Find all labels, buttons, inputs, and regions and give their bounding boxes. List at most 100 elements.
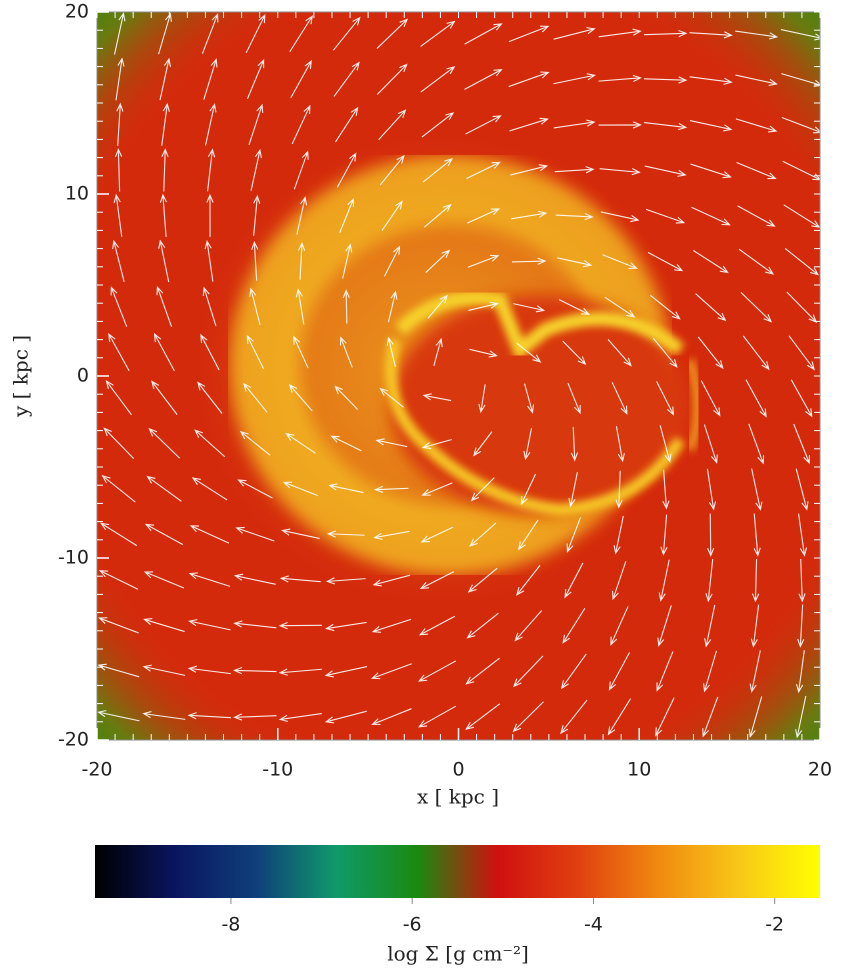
- velocity-arrow: [469, 522, 497, 547]
- velocity-arrow: [706, 468, 717, 511]
- velocity-arrow: [281, 528, 320, 539]
- velocity-arrow: [613, 515, 624, 555]
- velocity-arrow: [153, 332, 175, 372]
- velocity-arrow: [285, 432, 316, 454]
- velocity-arrow: [690, 163, 732, 179]
- velocity-arrow: [110, 286, 128, 327]
- velocity-arrow: [334, 106, 359, 143]
- velocity-arrow: [643, 76, 688, 84]
- velocity-arrow: [156, 285, 173, 327]
- velocity-arrow: [379, 387, 404, 408]
- velocity-arrow: [781, 116, 820, 134]
- velocity-arrow: [146, 475, 182, 502]
- velocity-arrow: [598, 121, 642, 129]
- velocity-arrow: [465, 115, 502, 135]
- velocity-arrow: [376, 18, 409, 49]
- velocity-arrow: [296, 196, 308, 235]
- velocity-arrow: [433, 337, 443, 366]
- velocity-arrow: [204, 240, 214, 282]
- velocity-arrow: [523, 383, 535, 414]
- velocity-arrow: [113, 12, 126, 55]
- velocity-arrow: [656, 381, 675, 416]
- velocity-arrow: [602, 254, 638, 269]
- velocity-arrow: [325, 577, 366, 585]
- velocity-arrow: [658, 559, 670, 602]
- velocity-arrow: [795, 695, 807, 739]
- velocity-arrow: [570, 426, 579, 462]
- velocity-arrow: [206, 193, 214, 237]
- velocity-arrow: [188, 619, 231, 631]
- density-image: [97, 12, 820, 740]
- velocity-arrow: [468, 301, 499, 311]
- velocity-arrow: [98, 617, 139, 634]
- velocity-arrow: [334, 385, 359, 410]
- velocity-arrow: [201, 13, 219, 54]
- velocity-arrow: [508, 71, 550, 88]
- velocity-arrow: [422, 158, 454, 183]
- velocity-arrow: [161, 148, 169, 192]
- velocity-arrow: [251, 240, 259, 281]
- velocity-arrow: [325, 621, 367, 632]
- velocity-arrow: [158, 12, 172, 55]
- velocity-arrow: [100, 522, 138, 547]
- velocity-arrow: [151, 380, 178, 415]
- colorbar: [95, 845, 820, 898]
- velocity-arrow: [752, 558, 760, 603]
- velocity-arrow: [745, 379, 767, 418]
- velocity-arrow: [604, 296, 636, 318]
- velocity-arrow: [784, 247, 820, 276]
- velocity-arrow: [159, 57, 171, 101]
- velocity-arrow: [693, 250, 729, 274]
- velocity-arrow: [418, 615, 456, 636]
- velocity-arrow: [245, 13, 266, 54]
- velocity-arrow: [520, 473, 537, 506]
- velocity-arrow: [523, 428, 533, 461]
- velocity-arrow: [466, 612, 499, 639]
- velocity-arrow: [564, 562, 584, 599]
- velocity-arrow: [511, 257, 547, 265]
- velocity-arrow: [657, 605, 672, 647]
- velocity-arrow: [737, 205, 776, 227]
- velocity-arrow: [242, 382, 268, 413]
- velocity-arrow: [509, 117, 549, 132]
- velocity-arrow: [250, 148, 262, 191]
- velocity-arrow: [707, 513, 715, 557]
- velocity-arrow: [518, 519, 539, 551]
- velocity-arrow: [742, 335, 770, 371]
- velocity-arrow: [738, 248, 775, 275]
- velocity-arrow: [566, 517, 582, 553]
- velocity-arrow: [647, 251, 684, 272]
- velocity-arrow: [295, 288, 305, 325]
- velocity-arrow: [689, 76, 733, 85]
- velocity-arrow: [324, 710, 367, 724]
- velocity-arrow: [291, 104, 311, 145]
- colorbar-tick-label: -2: [765, 914, 784, 936]
- velocity-arrow: [142, 711, 186, 720]
- velocity-arrow: [379, 154, 405, 186]
- velocity-arrow: [246, 334, 265, 370]
- velocity-arrow: [700, 380, 721, 417]
- velocity-arrow: [473, 431, 493, 457]
- velocity-arrow: [143, 618, 185, 633]
- velocity-arrow: [781, 73, 820, 87]
- y-tick-label: 0: [77, 365, 89, 387]
- velocity-arrow: [608, 652, 630, 691]
- velocity-arrow: [290, 59, 312, 99]
- velocity-arrow: [510, 210, 548, 220]
- velocity-arrow: [143, 571, 185, 589]
- velocity-arrow: [233, 620, 277, 629]
- velocity-arrow: [469, 348, 498, 358]
- velocity-arrow: [189, 525, 230, 544]
- velocity-arrow: [695, 293, 727, 322]
- velocity-arrow: [97, 663, 140, 678]
- velocity-arrow: [656, 651, 674, 692]
- velocity-arrow: [148, 427, 180, 459]
- x-axis-label: x [ kpc ]: [417, 785, 499, 809]
- velocity-arrow: [659, 425, 672, 464]
- velocity-arrow: [793, 423, 810, 465]
- velocity-arrow: [516, 342, 542, 363]
- velocity-arrow: [562, 340, 587, 366]
- velocity-arrow: [427, 294, 449, 319]
- velocity-arrow: [103, 427, 135, 459]
- velocity-arrow: [735, 74, 778, 86]
